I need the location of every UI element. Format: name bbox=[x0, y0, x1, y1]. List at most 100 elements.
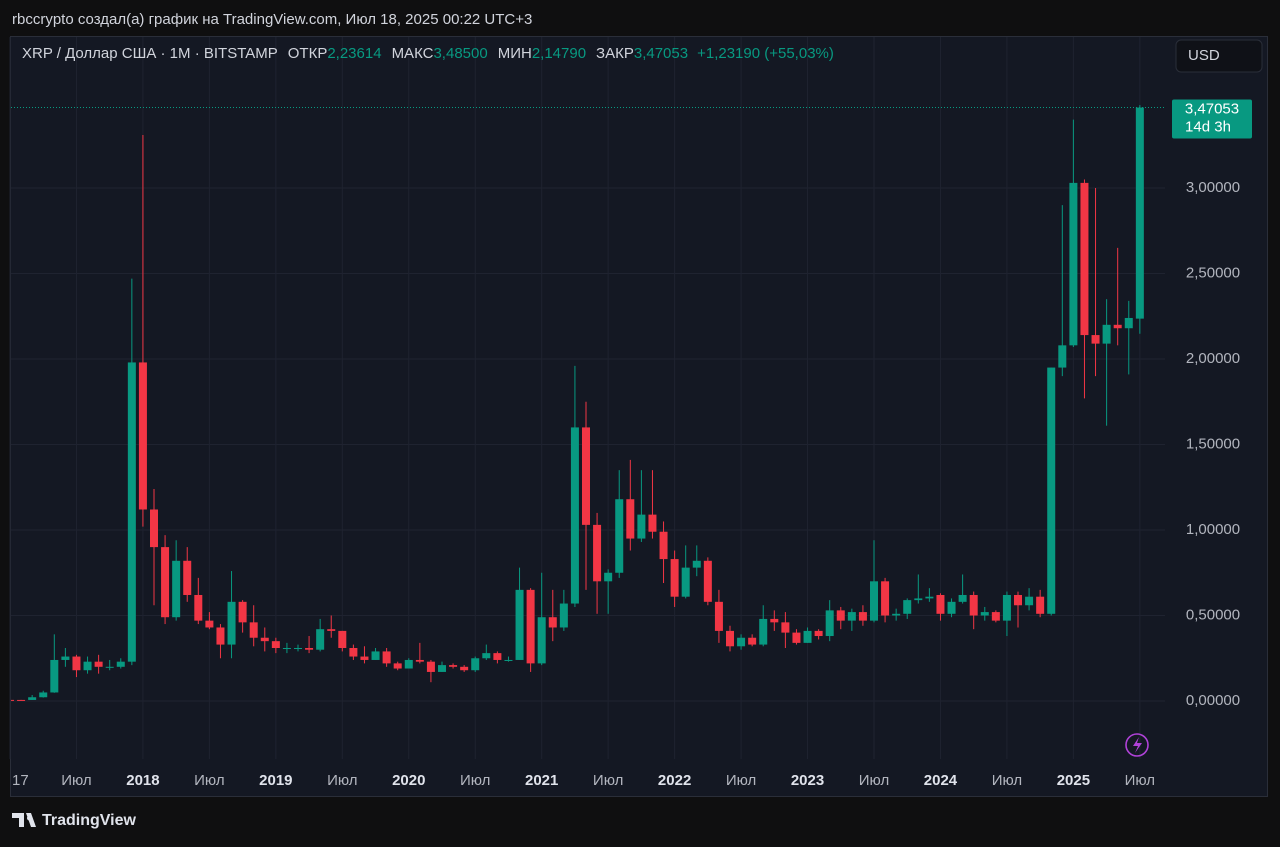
y-tick-label: 1,50000 bbox=[1186, 435, 1240, 452]
candle-body bbox=[582, 427, 590, 525]
candle-body bbox=[637, 514, 646, 539]
last-price-label: 3,47053 bbox=[1185, 101, 1239, 118]
y-tick-label: 3,00000 bbox=[1186, 179, 1240, 196]
candle-body bbox=[714, 601, 723, 631]
candle-body bbox=[615, 499, 624, 573]
candle-body bbox=[216, 627, 225, 645]
countdown-label: 14d 3h bbox=[1185, 119, 1231, 136]
candle-body bbox=[814, 630, 823, 637]
x-tick-label: Июл bbox=[726, 772, 756, 789]
y-tick-label: 0,50000 bbox=[1186, 606, 1240, 623]
candle-body bbox=[349, 647, 358, 657]
candle-body bbox=[17, 699, 26, 701]
ohlc-value: 2,14790 bbox=[532, 45, 586, 62]
candle-body bbox=[1135, 107, 1144, 319]
candle-body bbox=[1113, 324, 1122, 329]
candle-body bbox=[759, 618, 768, 645]
candle-body bbox=[504, 659, 513, 661]
x-tick-label: Июл bbox=[460, 772, 490, 789]
candle-body bbox=[958, 594, 967, 602]
ohlc-label: ОТКР bbox=[288, 45, 328, 62]
candle-body bbox=[161, 547, 170, 618]
x-tick-label: Июл bbox=[593, 772, 623, 789]
candle-body bbox=[847, 612, 856, 621]
x-tick-label: 2025 bbox=[1057, 772, 1090, 789]
candle-body bbox=[1047, 367, 1056, 614]
candle-body bbox=[39, 692, 48, 698]
candle-body bbox=[1002, 594, 1011, 621]
candle-body bbox=[183, 560, 192, 595]
x-tick-label: 2023 bbox=[791, 772, 824, 789]
candle-body bbox=[28, 697, 37, 700]
currency-button[interactable] bbox=[1175, 39, 1263, 73]
header-caption: rbccrypto создал(а) график на TradingVie… bbox=[12, 11, 532, 28]
candle-body bbox=[282, 647, 291, 649]
candle-body bbox=[83, 661, 92, 671]
candle-body bbox=[858, 612, 867, 621]
candle-body bbox=[980, 612, 989, 616]
legend: XRP / Доллар США · 1M · BITSTAMP ОТКР2,23… bbox=[22, 45, 834, 62]
x-tick-label: 17 bbox=[12, 772, 29, 789]
ohlc-label: ЗАКР bbox=[596, 45, 634, 62]
candle-body bbox=[1025, 596, 1034, 606]
candle-body bbox=[570, 427, 579, 604]
ohlc-label: МИН bbox=[498, 45, 532, 62]
candle-body bbox=[1124, 317, 1133, 329]
candle-body bbox=[726, 630, 734, 647]
y-tick-label: 0,00000 bbox=[1186, 692, 1240, 709]
candle-body bbox=[1102, 324, 1111, 344]
candle-body bbox=[925, 596, 934, 599]
candle-body bbox=[1069, 182, 1078, 346]
candle-body bbox=[172, 560, 181, 618]
candle-body bbox=[748, 637, 757, 645]
candle-body bbox=[11, 699, 14, 701]
x-tick-label: 2024 bbox=[924, 772, 958, 789]
candle-body bbox=[881, 581, 890, 616]
candle-body bbox=[415, 659, 424, 662]
candle-body bbox=[404, 659, 413, 669]
candle-body bbox=[681, 567, 690, 597]
candle-body bbox=[803, 630, 812, 643]
candle-body bbox=[116, 661, 125, 667]
x-tick-label: Июл bbox=[194, 772, 224, 789]
y-tick-label: 2,50000 bbox=[1186, 264, 1240, 281]
candle-body bbox=[249, 622, 258, 638]
candle-body bbox=[770, 618, 779, 623]
candle-body bbox=[825, 610, 834, 637]
candle-body bbox=[305, 647, 314, 650]
candle-body bbox=[260, 637, 269, 642]
ohlc-value: 2,23614 bbox=[327, 45, 381, 62]
candle-body bbox=[393, 663, 402, 669]
ohlc-value: 3,48500 bbox=[433, 45, 487, 62]
candle-body bbox=[836, 610, 845, 621]
candle-body bbox=[892, 613, 901, 616]
candle-body bbox=[792, 632, 801, 643]
candle-body bbox=[936, 594, 945, 614]
candle-body bbox=[338, 630, 347, 648]
candle-body bbox=[537, 617, 546, 664]
last-price-tag bbox=[1172, 99, 1252, 139]
x-tick-label: Июл bbox=[859, 772, 889, 789]
candle-body bbox=[316, 629, 325, 650]
candle-body bbox=[227, 601, 236, 645]
candle-body bbox=[426, 661, 435, 672]
candle-body bbox=[692, 560, 701, 568]
candle-body bbox=[50, 659, 59, 693]
candle-body bbox=[460, 666, 469, 671]
candle-body bbox=[737, 637, 746, 647]
candle-body bbox=[548, 617, 557, 628]
candle-body bbox=[371, 651, 380, 660]
candle-body bbox=[382, 651, 391, 664]
candle-body bbox=[271, 641, 280, 648]
candle-body bbox=[670, 559, 679, 597]
currency-label: USD bbox=[1188, 47, 1220, 64]
candle-body bbox=[61, 656, 70, 660]
symbol-title: XRP / Доллар США · 1M · BITSTAMP bbox=[22, 45, 278, 62]
candle-body bbox=[138, 362, 147, 510]
alert-icon[interactable] bbox=[1125, 733, 1149, 757]
candle-body bbox=[150, 509, 158, 548]
x-tick-label: Июл bbox=[1125, 772, 1155, 789]
x-tick-label: 2022 bbox=[658, 772, 691, 789]
